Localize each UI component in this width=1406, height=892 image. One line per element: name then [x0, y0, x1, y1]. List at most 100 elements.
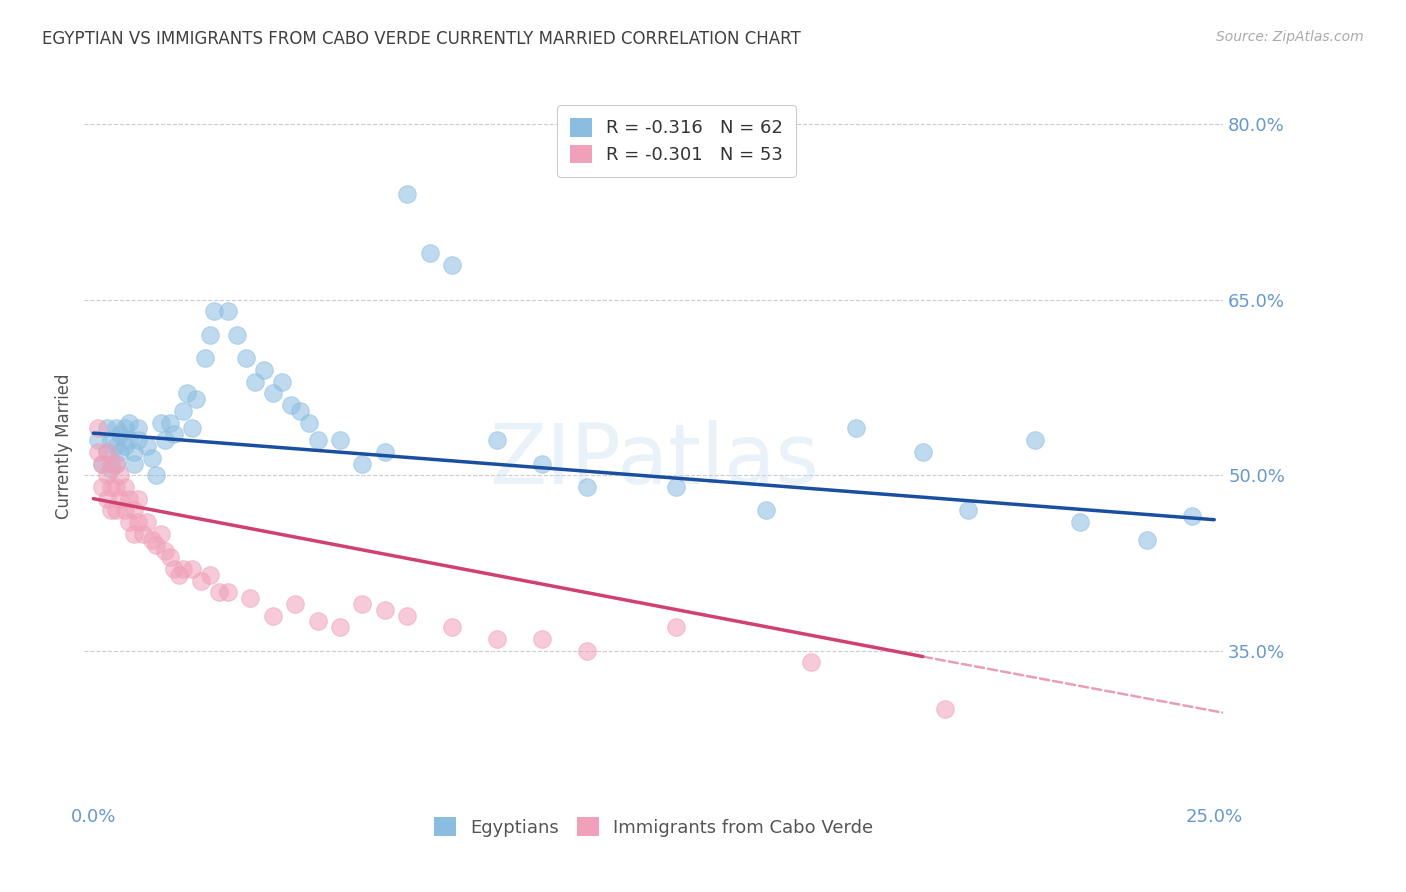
Point	[122, 526, 145, 541]
Point	[198, 327, 221, 342]
Point	[127, 491, 149, 506]
Point	[198, 567, 221, 582]
Point	[136, 515, 159, 529]
Point	[96, 445, 118, 459]
Text: EGYPTIAN VS IMMIGRANTS FROM CABO VERDE CURRENTLY MARRIED CORRELATION CHART: EGYPTIAN VS IMMIGRANTS FROM CABO VERDE C…	[42, 30, 801, 48]
Point	[149, 416, 172, 430]
Point	[131, 526, 153, 541]
Point	[396, 187, 419, 202]
Point	[163, 562, 186, 576]
Point	[217, 304, 239, 318]
Point	[91, 457, 114, 471]
Point	[1069, 515, 1091, 529]
Point	[755, 503, 778, 517]
Point	[934, 702, 956, 716]
Point	[87, 445, 110, 459]
Point	[575, 644, 598, 658]
Point	[235, 351, 257, 366]
Text: Source: ZipAtlas.com: Source: ZipAtlas.com	[1216, 30, 1364, 45]
Point	[208, 585, 231, 599]
Point	[145, 538, 167, 552]
Point	[100, 457, 122, 471]
Point	[1136, 533, 1159, 547]
Point	[122, 457, 145, 471]
Point	[91, 457, 114, 471]
Point	[100, 480, 122, 494]
Point	[100, 462, 122, 476]
Point	[665, 620, 688, 634]
Point	[104, 457, 127, 471]
Point	[440, 620, 463, 634]
Point	[159, 416, 181, 430]
Point	[172, 562, 194, 576]
Point	[485, 632, 508, 646]
Point	[297, 416, 319, 430]
Point	[100, 433, 122, 447]
Point	[167, 567, 190, 582]
Point	[153, 544, 176, 558]
Point	[288, 404, 311, 418]
Point	[122, 445, 145, 459]
Point	[122, 503, 145, 517]
Point	[374, 603, 396, 617]
Point	[127, 515, 149, 529]
Point	[96, 468, 118, 483]
Point	[243, 375, 266, 389]
Point	[396, 608, 419, 623]
Point	[329, 620, 352, 634]
Point	[87, 433, 110, 447]
Point	[96, 445, 118, 459]
Point	[225, 327, 247, 342]
Point	[329, 433, 352, 447]
Point	[96, 491, 118, 506]
Point	[104, 480, 127, 494]
Point	[145, 468, 167, 483]
Point	[118, 433, 141, 447]
Point	[845, 421, 868, 435]
Point	[104, 421, 127, 435]
Point	[91, 480, 114, 494]
Point	[270, 375, 292, 389]
Point	[253, 363, 276, 377]
Text: ZIPatlas: ZIPatlas	[489, 420, 818, 500]
Point	[87, 421, 110, 435]
Point	[575, 480, 598, 494]
Point	[100, 503, 122, 517]
Point	[110, 427, 132, 442]
Point	[262, 608, 284, 623]
Point	[104, 457, 127, 471]
Point	[374, 445, 396, 459]
Point	[110, 445, 132, 459]
Point	[118, 491, 141, 506]
Point	[202, 304, 225, 318]
Point	[96, 421, 118, 435]
Point	[262, 386, 284, 401]
Point	[176, 386, 198, 401]
Point	[118, 515, 141, 529]
Point	[104, 439, 127, 453]
Point	[284, 597, 307, 611]
Point	[1024, 433, 1046, 447]
Point	[149, 526, 172, 541]
Y-axis label: Currently Married: Currently Married	[55, 373, 73, 519]
Point	[114, 421, 136, 435]
Point	[163, 427, 186, 442]
Point	[114, 439, 136, 453]
Point	[181, 421, 204, 435]
Point	[114, 480, 136, 494]
Point	[352, 597, 374, 611]
Point	[217, 585, 239, 599]
Point	[239, 591, 262, 605]
Point	[440, 258, 463, 272]
Point	[1181, 509, 1204, 524]
Point	[127, 433, 149, 447]
Point	[352, 457, 374, 471]
Point	[136, 439, 159, 453]
Point	[110, 468, 132, 483]
Point	[911, 445, 934, 459]
Point	[153, 433, 176, 447]
Point	[956, 503, 979, 517]
Point	[141, 450, 163, 465]
Point	[104, 503, 127, 517]
Point	[307, 433, 329, 447]
